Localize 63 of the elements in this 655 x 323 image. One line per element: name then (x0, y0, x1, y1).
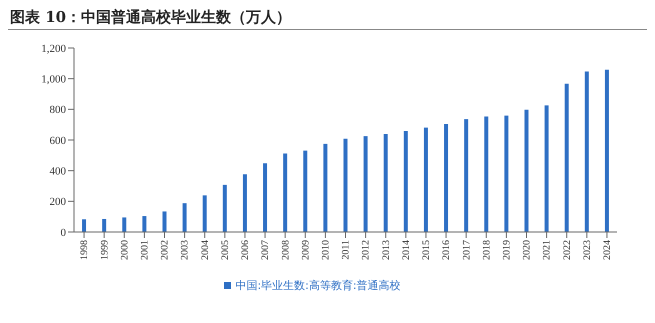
x-tick-label: 2015 (421, 240, 432, 260)
bar (82, 219, 86, 232)
bar (364, 136, 368, 232)
bar (202, 195, 207, 232)
x-tick-label: 2004 (200, 240, 211, 260)
bar (323, 144, 328, 232)
x-tick-label: 2018 (481, 240, 492, 260)
bar (242, 174, 247, 232)
chart-title: 图表 10：中国普通高校毕业生数（万人） (9, 8, 292, 28)
bar (544, 105, 549, 232)
bar (384, 134, 388, 232)
x-tick-label: 2011 (340, 240, 352, 260)
bar (604, 70, 609, 232)
x-tick-label: 2021 (542, 240, 553, 260)
bar (182, 203, 187, 232)
bar (524, 110, 528, 232)
x-tick-label: 2008 (280, 240, 292, 260)
y-tick-label: 1,000 (41, 74, 66, 86)
bar (102, 218, 106, 232)
bar (564, 84, 569, 232)
bar (424, 128, 428, 232)
bar (222, 184, 227, 232)
x-tick-label: 2010 (320, 240, 332, 260)
bar (142, 216, 146, 232)
bar (584, 71, 589, 232)
x-tick-label: 2007 (260, 240, 272, 260)
x-tick-label: 2014 (400, 240, 412, 260)
y-tick-label: 1,200 (41, 42, 66, 55)
bar (162, 211, 166, 232)
y-tick-label: 400 (50, 166, 66, 178)
bar (343, 138, 348, 232)
x-tick-label: 2024 (602, 240, 614, 260)
x-tick-label: 2000 (119, 240, 130, 260)
x-tick-label: 2001 (139, 240, 150, 260)
x-tick-label: 2003 (180, 240, 191, 260)
x-tick-label: 2022 (562, 240, 573, 260)
x-tick-label: 2016 (441, 240, 452, 260)
bar (504, 116, 508, 232)
x-tick-label: 2013 (380, 240, 392, 260)
bar (283, 153, 288, 232)
bar (404, 130, 408, 232)
x-tick-label: 2023 (582, 240, 593, 260)
y-tick-label: 200 (50, 196, 66, 208)
legend-label: 中国:毕业生数:高等教育:普通高校 (235, 279, 401, 292)
x-tick-label: 1998 (79, 240, 90, 260)
x-tick-label: 2006 (240, 240, 252, 260)
x-tick-label: 2002 (160, 240, 171, 260)
bar (263, 163, 268, 232)
bar (484, 116, 488, 232)
x-tick-label: 1999 (99, 240, 110, 260)
x-tick-label: 2020 (522, 240, 533, 260)
bar (464, 119, 468, 232)
bar (303, 150, 308, 232)
x-tick-label: 2009 (300, 240, 312, 260)
y-tick-label: 800 (50, 104, 66, 116)
x-tick-label: 2012 (360, 240, 372, 260)
x-tick-label: 2017 (461, 240, 472, 260)
bar (444, 124, 448, 232)
bar (122, 217, 126, 232)
y-tick-label: 600 (50, 134, 66, 147)
y-tick-label: 0 (60, 226, 66, 239)
x-tick-label: 2005 (220, 240, 231, 260)
x-tick-label: 2019 (501, 240, 512, 260)
